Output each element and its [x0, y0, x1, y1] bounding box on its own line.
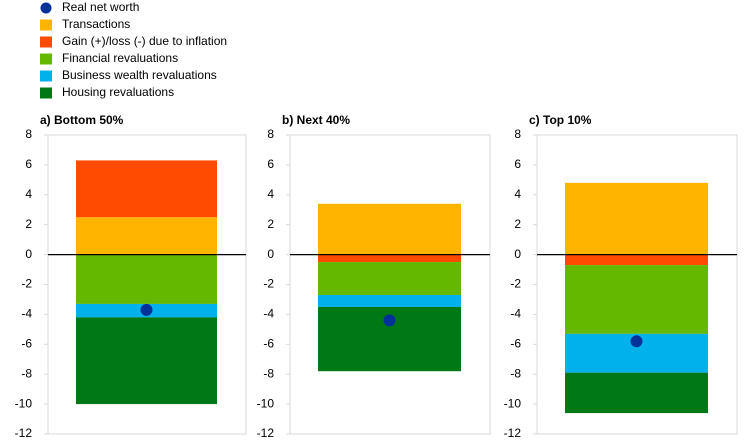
panel-title: c) Top 10%	[529, 113, 592, 127]
bar-segment	[76, 254, 217, 304]
legend-marker	[40, 19, 52, 31]
y-tick-label: 4	[514, 187, 521, 201]
legend-label: Transactions	[62, 17, 130, 31]
dot	[140, 303, 153, 316]
y-tick-label: -8	[263, 366, 274, 380]
y-tick-label: -2	[21, 277, 32, 291]
y-tick-label: -6	[510, 336, 521, 350]
y-tick-label: -6	[263, 336, 274, 350]
y-tick-label: -4	[510, 307, 521, 321]
y-tick-label: -10	[15, 396, 33, 410]
legend-label: Housing revaluations	[62, 85, 174, 99]
y-tick-label: -4	[21, 307, 32, 321]
legend-marker	[40, 36, 52, 48]
legend-label: Financial revaluations	[62, 51, 178, 65]
panel-title: b) Next 40%	[282, 113, 350, 127]
y-tick-label: -10	[257, 396, 275, 410]
y-tick-label: -4	[263, 307, 274, 321]
bar-segment	[318, 294, 461, 307]
y-tick-label: 8	[267, 127, 274, 141]
bar-segment	[76, 317, 217, 405]
y-tick-label: 2	[25, 217, 32, 231]
y-tick-label: -6	[21, 336, 32, 350]
y-tick-label: 0	[25, 247, 32, 261]
y-tick-label: 2	[267, 217, 274, 231]
legend-label: Real net worth	[62, 0, 139, 14]
bar-segment	[318, 262, 461, 295]
y-tick-label: 0	[514, 247, 521, 261]
y-tick-label: 0	[267, 247, 274, 261]
bar-segment	[565, 265, 708, 334]
dot	[630, 335, 643, 348]
panel-title: a) Bottom 50%	[40, 113, 124, 127]
y-tick-label: -2	[263, 277, 274, 291]
legend-marker	[40, 70, 52, 82]
y-tick-label: 8	[514, 127, 521, 141]
dot	[383, 314, 396, 327]
y-tick-label: 6	[267, 157, 274, 171]
y-tick-label: 4	[25, 187, 32, 201]
legend-label: Gain (+)/loss (-) due to inflation	[62, 34, 227, 48]
y-tick-label: 4	[267, 187, 274, 201]
y-tick-label: -2	[510, 277, 521, 291]
bar-segment	[565, 372, 708, 414]
bar-segment	[565, 254, 708, 266]
y-tick-label: -12	[504, 426, 522, 440]
y-tick-label: -8	[510, 366, 521, 380]
bar-segment	[76, 160, 217, 218]
y-tick-label: 8	[25, 127, 32, 141]
y-tick-label: 6	[514, 157, 521, 171]
bar-segment	[565, 182, 708, 255]
y-tick-label: -12	[15, 426, 33, 440]
legend-marker	[40, 2, 52, 14]
bar-segment	[318, 203, 461, 255]
y-tick-label: -12	[257, 426, 275, 440]
bar-segment	[76, 217, 217, 255]
y-tick-label: 6	[25, 157, 32, 171]
bar-segment	[318, 254, 461, 263]
legend-label: Business wealth revaluations	[62, 68, 217, 82]
y-tick-label: -8	[21, 366, 32, 380]
y-tick-label: -10	[504, 396, 522, 410]
legend-marker	[40, 53, 52, 65]
legend-marker	[40, 87, 52, 99]
y-tick-label: 2	[514, 217, 521, 231]
